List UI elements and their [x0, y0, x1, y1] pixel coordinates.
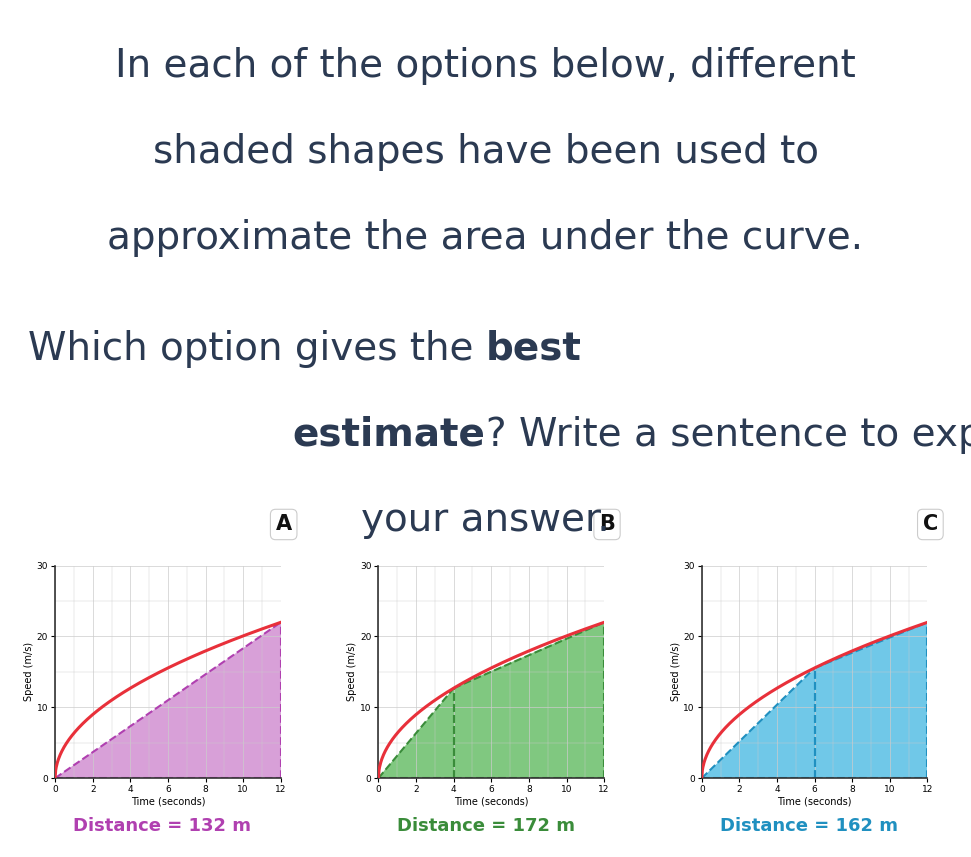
- Polygon shape: [55, 622, 281, 778]
- Text: your answer.: your answer.: [361, 501, 610, 539]
- Text: best: best: [486, 330, 582, 368]
- Text: C: C: [922, 514, 938, 535]
- Y-axis label: Speed (m/s): Speed (m/s): [24, 643, 34, 701]
- X-axis label: Time (seconds): Time (seconds): [778, 797, 852, 807]
- Text: Distance = 172 m: Distance = 172 m: [396, 817, 575, 836]
- Polygon shape: [453, 622, 604, 778]
- Text: B: B: [599, 514, 615, 535]
- Text: estimate: estimate: [292, 416, 486, 453]
- X-axis label: Time (seconds): Time (seconds): [131, 797, 205, 807]
- Text: Distance = 162 m: Distance = 162 m: [720, 817, 898, 836]
- Y-axis label: Speed (m/s): Speed (m/s): [348, 643, 357, 701]
- Polygon shape: [702, 668, 815, 778]
- Text: A: A: [276, 514, 291, 535]
- Text: shaded shapes have been used to: shaded shapes have been used to: [152, 133, 819, 171]
- X-axis label: Time (seconds): Time (seconds): [454, 797, 528, 807]
- Text: Distance = 132 m: Distance = 132 m: [73, 817, 251, 836]
- Y-axis label: Speed (m/s): Speed (m/s): [671, 643, 681, 701]
- Polygon shape: [815, 622, 927, 778]
- Text: In each of the options below, different: In each of the options below, different: [116, 47, 855, 85]
- Text: Which option gives the: Which option gives the: [27, 330, 485, 368]
- Text: ? Write a sentence to explain: ? Write a sentence to explain: [486, 416, 971, 453]
- Polygon shape: [379, 688, 453, 778]
- Text: approximate the area under the curve.: approximate the area under the curve.: [108, 219, 863, 256]
